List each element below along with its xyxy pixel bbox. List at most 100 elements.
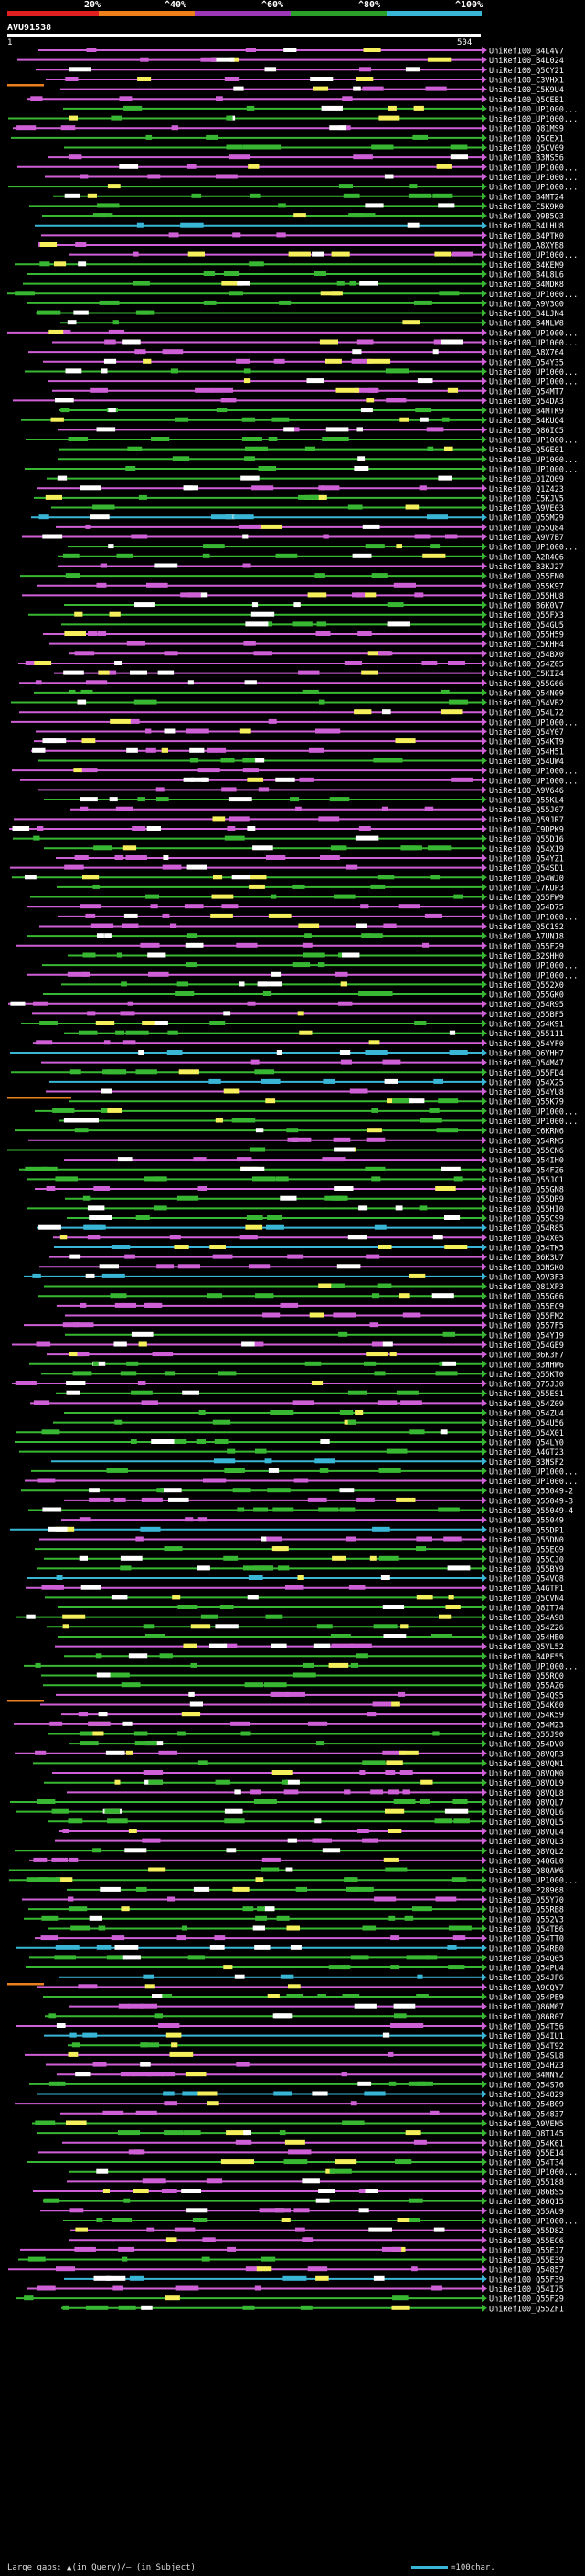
hit-label[interactable]: UniRef100_Q55ZF1 [489,2305,564,2314]
hit-label[interactable]: UniRef100_Q55F39 [489,2275,564,2284]
hit-label[interactable]: UniRef100_Q55EG9 [489,1546,564,1555]
hit-label[interactable]: UniRef100_Q54IH0 [489,1157,564,1166]
hit-label[interactable]: UniRef100_B2SHH0 [489,952,564,961]
hit-label[interactable]: UniRef100_UP1000... [489,465,578,474]
hit-label[interactable]: UniRef100_B6K3U7 [489,1254,564,1263]
hit-label[interactable]: UniRef100_UP1000... [489,962,578,971]
hit-label[interactable]: UniRef100_Q54DA3 [489,398,564,407]
hit-label[interactable]: UniRef100_Q8VQL4 [489,1828,564,1837]
hit-label[interactable]: UniRef100_Q54TB6 [489,1925,564,1935]
hit-label[interactable]: UniRef100_Q8VQL7 [489,1799,564,1808]
hit-label[interactable]: UniRef100_Q5CY21 [489,67,564,76]
hit-label[interactable]: UniRef100_Q55K97 [489,582,564,591]
hit-label[interactable]: UniRef100_UP1000... [489,251,578,260]
hit-label[interactable]: UniRef100_Q54KT9 [489,738,564,747]
hit-label[interactable]: UniRef100_Q55J07 [489,806,564,815]
hit-label[interactable]: UniRef100_A9V3G0 [489,300,564,309]
hit-label[interactable]: UniRef100_B4MTK9 [489,408,564,417]
hit-label[interactable]: UniRef100_Q552X0 [489,981,564,991]
hit-label[interactable]: UniRef100_Q54FZ6 [489,1166,564,1175]
hit-label[interactable]: UniRef100_Q55049-2 [489,1488,573,1497]
hit-label[interactable]: UniRef100_Q8VQL5 [489,1818,564,1828]
hit-label[interactable]: UniRef100_Q55F29 [489,2295,564,2305]
hit-label[interactable]: UniRef100_Q54T56 [489,2022,564,2031]
hit-label[interactable]: UniRef100_Q55E14 [489,2149,564,2158]
hit-label[interactable]: UniRef100_Q54RM5 [489,1137,564,1146]
hit-label[interactable]: UniRef100_B4L8L6 [489,270,564,280]
hit-label[interactable]: UniRef100_UP1000... [489,971,578,981]
hit-label[interactable]: UniRef100_Q54YU8 [489,1088,564,1097]
hit-label[interactable]: UniRef100_Q54WJ0 [489,875,564,884]
hit-label[interactable]: UniRef100_Q54Z09 [489,1400,564,1409]
hit-label[interactable]: UniRef100_Q8VQL2 [489,1848,564,1857]
hit-label[interactable]: UniRef100_Q55BF5 [489,1011,564,1020]
hit-label[interactable]: UniRef100_C3VHX1 [489,76,564,85]
hit-label[interactable]: UniRef100_Q55D16 [489,835,564,844]
hit-label[interactable]: UniRef100_Q54TT0 [489,1935,564,1945]
hit-label[interactable]: UniRef100_UP1000... [489,164,578,173]
hit-label[interactable]: UniRef100_Q54SD1 [489,864,564,874]
hit-label[interactable]: UniRef100_A9V7B7 [489,534,564,543]
hit-label[interactable]: UniRef100_Q8VQL6 [489,1808,564,1818]
hit-label[interactable]: UniRef100_Q54K59 [489,1712,564,1721]
hit-label[interactable]: UniRef100_Q55FD4 [489,1069,564,1078]
hit-label[interactable]: UniRef100_Q4QGL0 [489,1857,564,1866]
hit-label[interactable]: UniRef100_A9V3F3 [489,1273,564,1282]
hit-label[interactable]: UniRef100_Q55RB8 [489,1906,564,1915]
hit-label[interactable]: UniRef100_Q54VQ8 [489,1575,564,1585]
hit-label[interactable]: UniRef100_UP1000... [489,115,578,124]
hit-label[interactable]: UniRef100_Q54IU1 [489,2032,564,2041]
hit-label[interactable]: UniRef100_B3NS56 [489,154,564,164]
hit-label[interactable]: UniRef100_C5K9U4 [489,86,564,95]
hit-label[interactable]: UniRef100_Q75JJ0 [489,1381,564,1390]
hit-label[interactable]: UniRef100_Q54B09 [489,2101,564,2110]
hit-label[interactable]: UniRef100_Q54Z05 [489,660,564,669]
hit-label[interactable]: UniRef100_UP1000... [489,768,578,777]
hit-label[interactable]: UniRef100_Q5YL52 [489,1643,564,1652]
hit-label[interactable]: UniRef100_Q8QAW6 [489,1867,564,1876]
hit-label[interactable]: UniRef100_B4MT24 [489,193,564,202]
hit-label[interactable]: UniRef100_Q8VQL8 [489,1789,564,1798]
hit-label[interactable]: UniRef100_UP1000... [489,1662,578,1671]
hit-label[interactable]: UniRef100_Q54837 [489,2110,564,2119]
hit-label[interactable]: UniRef100_B4LHU8 [489,222,564,231]
hit-label[interactable]: UniRef100_UP1000... [489,456,578,465]
hit-label[interactable]: UniRef100_UP1000... [489,339,578,348]
hit-label[interactable]: UniRef100_C5KIZ4 [489,670,564,679]
hit-label[interactable]: UniRef100_Q55CN6 [489,1147,564,1156]
hit-label[interactable]: UniRef100_Q5CEX1 [489,134,564,143]
hit-label[interactable]: UniRef100_Q8VQR3 [489,1750,564,1759]
hit-label[interactable]: UniRef100_Q54JF6 [489,1974,564,1983]
hit-label[interactable]: UniRef100_Q54Y07 [489,728,564,737]
hit-label[interactable]: UniRef100_A9VE03 [489,504,564,514]
hit-label[interactable]: UniRef100_Q54GU5 [489,621,564,631]
hit-label[interactable]: UniRef100_Q55049-3 [489,1497,573,1506]
hit-label[interactable]: UniRef100_UP1000... [489,437,578,446]
hit-label[interactable]: UniRef100_A4GT23 [489,1448,564,1458]
hit-label[interactable]: UniRef100_UP1000... [489,174,578,183]
hit-label[interactable]: UniRef100_Q55Q84 [489,524,564,533]
hit-label[interactable]: UniRef100_P28968 [489,1886,564,1895]
hit-label[interactable]: UniRef100_B4MDK8 [489,281,564,290]
hit-label[interactable]: UniRef100_Q55KT0 [489,1371,564,1380]
hit-label[interactable]: UniRef100_UP1000... [489,2217,578,2226]
hit-label[interactable]: UniRef100_Q54K61 [489,2139,564,2148]
hit-label[interactable]: UniRef100_Q54829 [489,2091,564,2100]
hit-label[interactable]: UniRef100_Q54K91 [489,1021,564,1030]
hit-label[interactable]: UniRef100_Q55H59 [489,631,564,641]
hit-label[interactable]: UniRef100_Q55GN8 [489,1186,564,1195]
hit-label[interactable]: UniRef100_Q5C1S2 [489,923,564,932]
hit-label[interactable]: UniRef100_A7UN18 [489,933,564,942]
hit-label[interactable]: UniRef100_UP1000... [489,544,578,553]
hit-label[interactable]: UniRef100_Q55G66 [489,680,564,689]
hit-label[interactable]: UniRef100_Q552V3 [489,1915,564,1924]
hit-label[interactable]: UniRef100_Q54QS5 [489,1691,564,1701]
hit-label[interactable]: UniRef100_Q557F5 [489,1322,564,1331]
hit-label[interactable]: UniRef100_Q54UW4 [489,758,564,767]
hit-label[interactable]: UniRef100_Q59JR7 [489,816,564,825]
hit-label[interactable]: UniRef100_Q5CV09 [489,144,564,154]
hit-label[interactable]: UniRef100_A9VEM5 [489,2120,564,2129]
hit-label[interactable]: UniRef100_B4PTK0 [489,232,564,241]
hit-label[interactable]: UniRef100_UP1000... [489,1118,578,1127]
hit-label[interactable]: UniRef100_Q55CJ0 [489,1555,564,1564]
